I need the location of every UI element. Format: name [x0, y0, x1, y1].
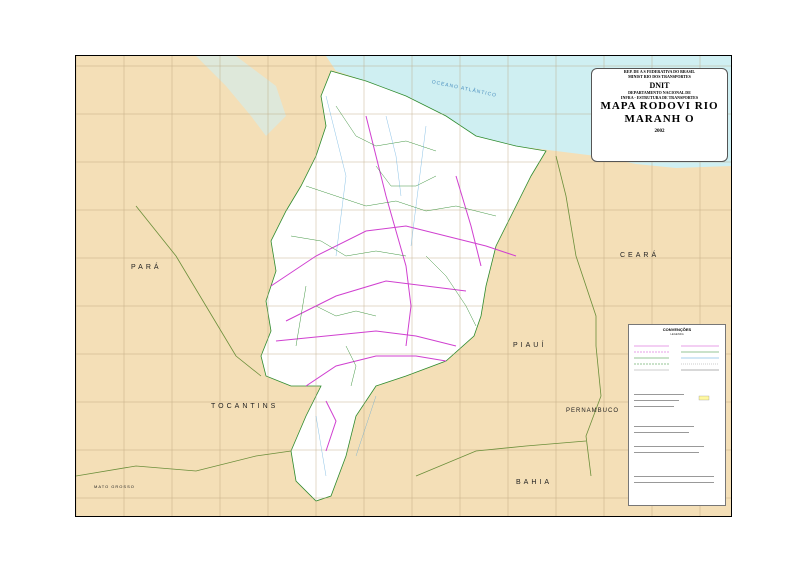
highways — [270, 115, 517, 452]
map-title-line1: MAPA RODOVI RIO — [600, 100, 719, 112]
ministry-text: MINIST RIO DOS TRANSPORTES — [628, 74, 691, 79]
border-piaui-ceara — [555, 155, 597, 346]
legend-title: CONVENÇÕES — [662, 327, 692, 332]
legend-box: CONVENÇÕES LEGENDA — [628, 324, 726, 506]
map-year: 2002 — [654, 129, 665, 134]
label-mato-grosso: MATO GROSSO — [94, 484, 135, 489]
label-para: PARÁ — [131, 264, 162, 271]
border-bahia — [415, 440, 587, 477]
map-title-line2: MARANH O — [624, 113, 695, 125]
label-ceara: CEARÁ — [620, 252, 660, 259]
agency-name: DNIT — [649, 81, 670, 90]
label-bahia: BAHIA — [516, 479, 553, 486]
label-piaui: PIAUÍ — [513, 342, 547, 349]
river-mouth — [196, 56, 286, 136]
department-line2: INFRA - ESTRUTURA DE TRANSPORTES — [620, 95, 699, 100]
border-pernambuco — [585, 345, 602, 477]
rivers — [315, 95, 427, 477]
roads — [290, 105, 497, 387]
label-pernambuco: PERNAMBUCO — [566, 408, 620, 414]
legend-subtitle: LEGENDA — [670, 332, 684, 336]
map-frame: REP. DE A S FEDERATIVA DO BRASIL MINIST … — [75, 55, 732, 517]
maranhao-state — [260, 70, 547, 502]
legend-swatches — [634, 345, 719, 483]
border-para — [135, 205, 262, 377]
title-block: REP. DE A S FEDERATIVA DO BRASIL MINIST … — [591, 68, 728, 162]
border-tocantins — [76, 450, 292, 477]
republic-text: REP. DE A S FEDERATIVA DO BRASIL — [623, 69, 696, 74]
label-tocantins: TOCANTINS — [211, 403, 279, 410]
department-line1: DEPARTAMENTO NACIONAL DE — [628, 90, 691, 95]
